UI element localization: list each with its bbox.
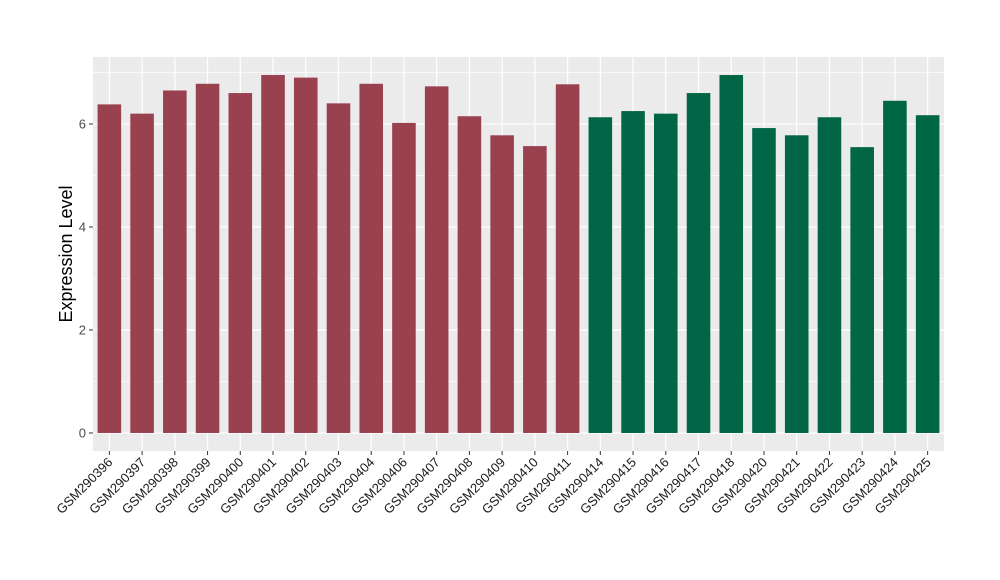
bar-GSM290397 (130, 113, 154, 433)
plot-panel (93, 57, 944, 451)
x-axis: GSM290396GSM290397GSM290398GSM290399GSM2… (53, 451, 934, 517)
bar-GSM290400 (228, 93, 253, 433)
bar-GSM290407 (424, 86, 449, 433)
bar-GSM290401 (261, 75, 285, 433)
bar-GSM290404 (359, 83, 383, 433)
y-tick-label: 4 (79, 219, 86, 234)
bar-GSM290423 (850, 147, 874, 433)
y-tick-label: 0 (79, 425, 86, 440)
y-tick-label: 2 (79, 322, 86, 337)
bars (97, 75, 940, 433)
bar-GSM290425 (915, 115, 940, 433)
bar-GSM290410 (523, 146, 547, 433)
bar-GSM290416 (654, 113, 678, 433)
bar-GSM290399 (195, 83, 220, 433)
bar-GSM290398 (163, 90, 187, 433)
bar-GSM290422 (817, 117, 842, 433)
y-axis: 0 2 4 6 (79, 116, 93, 440)
bar-GSM290403 (326, 103, 351, 433)
bar-GSM290402 (293, 77, 318, 433)
bar-GSM290424 (883, 100, 907, 433)
bar-GSM290409 (490, 135, 514, 433)
y-axis-title: Expression Level (56, 185, 76, 322)
bar-GSM290406 (392, 122, 416, 433)
bar-GSM290420 (752, 128, 776, 433)
bar-GSM290396 (97, 104, 122, 433)
bar-GSM290415 (621, 111, 645, 433)
y-tick-label: 6 (79, 116, 86, 131)
bar-GSM290418 (719, 75, 744, 433)
bar-GSM290414 (588, 117, 613, 433)
bar-GSM290417 (686, 93, 711, 433)
bar-GSM290408 (457, 116, 482, 433)
bar-GSM290411 (555, 84, 580, 433)
bar-GSM290421 (784, 135, 809, 433)
